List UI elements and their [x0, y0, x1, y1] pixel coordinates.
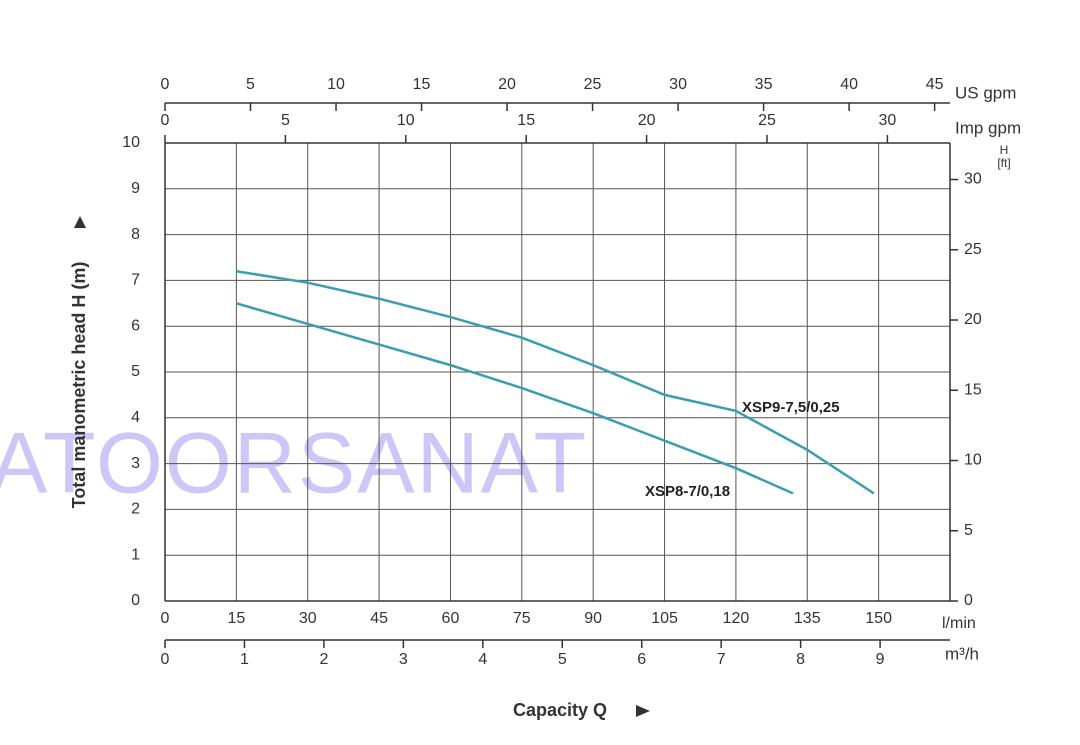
- y2-tick-label: 30: [964, 171, 982, 188]
- x-tick-label: 8: [796, 651, 805, 668]
- x-unit: m³/h: [945, 644, 979, 663]
- y-tick-label: 2: [131, 501, 140, 518]
- x-unit: l/min: [942, 615, 976, 632]
- curve: [236, 302, 794, 495]
- y-tick-label: 0: [131, 592, 140, 609]
- x-tick-label: 5: [558, 651, 567, 668]
- x-tick-label: 2: [319, 651, 328, 668]
- x-tick-label: 0: [161, 610, 170, 627]
- x-tick-label: 120: [723, 610, 750, 627]
- y2-tick-label: 20: [964, 311, 982, 328]
- y2-tick-label: 10: [964, 452, 982, 469]
- y2-tick-label: 15: [964, 381, 982, 398]
- y-tick-label: 8: [131, 226, 140, 243]
- x-tick-label: 15: [227, 610, 245, 627]
- y-tick-label: 1: [131, 546, 140, 563]
- x-tick-label: 15: [413, 76, 431, 93]
- x-tick-label: 10: [327, 76, 345, 93]
- x-tick-label: 1: [240, 651, 249, 668]
- plot: 0 15 30 45 60 75 90 105 120 135 150012345678910l/m…: [122, 76, 1021, 668]
- x-tick-label: 3: [399, 651, 408, 668]
- x-tick-label: 40: [840, 76, 858, 93]
- x-tick-label: 30: [299, 610, 317, 627]
- y-tick-label: 7: [131, 272, 140, 289]
- x-tick-label: 0: [161, 112, 170, 129]
- x-tick-label: 30: [878, 112, 896, 129]
- x-tick-label: 7: [717, 651, 726, 668]
- x-tick-label: 20: [638, 112, 656, 129]
- y-tick-label: 6: [131, 317, 140, 334]
- y2-unit: H: [1000, 143, 1009, 157]
- x-tick-label: 105: [651, 610, 678, 627]
- y-tick-label: 4: [131, 409, 140, 426]
- x-tick-label: 4: [478, 651, 487, 668]
- x-tick-label: 5: [281, 112, 290, 129]
- y2-tick-label: 0: [964, 592, 973, 609]
- x-tick-label: 25: [584, 76, 602, 93]
- x-tick-label: 45: [926, 76, 944, 93]
- curve: [236, 270, 875, 495]
- y-tick-label: 9: [131, 180, 140, 197]
- arrow: [74, 216, 86, 228]
- y-tick-label: 3: [131, 455, 140, 472]
- y2-tick-label: 5: [964, 522, 973, 539]
- x-tick-label: 20: [498, 76, 516, 93]
- x-axis-title: Capacity Q: [513, 700, 607, 720]
- x-tick-label: 0: [161, 651, 170, 668]
- arrow: [636, 705, 650, 717]
- x-unit: US gpm: [955, 83, 1016, 102]
- x-tick-label: 60: [442, 610, 460, 627]
- x-tick-label: 5: [246, 76, 255, 93]
- x-tick-label: 0: [161, 76, 170, 93]
- x-tick-label: 35: [755, 76, 773, 93]
- x-tick-label: 15: [517, 112, 535, 129]
- x-tick-label: 25: [758, 112, 776, 129]
- y-tick-label: 10: [122, 134, 140, 151]
- y2-tick-label: 25: [964, 241, 982, 258]
- y-axis-title: Total manometric head H (m): [69, 262, 89, 509]
- x-tick-label: 135: [794, 610, 821, 627]
- x-tick-label: 75: [513, 610, 531, 627]
- x-tick-label: 150: [865, 610, 892, 627]
- x-tick-label: 90: [584, 610, 602, 627]
- x-unit: Imp gpm: [955, 118, 1021, 137]
- y-tick-label: 5: [131, 363, 140, 380]
- series-label: XSP8-7/0,18: [645, 483, 730, 500]
- x-tick-label: 9: [876, 651, 885, 668]
- x-tick-label: 45: [370, 610, 388, 627]
- y2-unit: [ft]: [997, 156, 1010, 170]
- x-tick-label: 6: [637, 651, 646, 668]
- x-tick-label: 30: [669, 76, 687, 93]
- x-tick-label: 10: [397, 112, 415, 129]
- series-label: XSP9-7,5/0,25: [742, 399, 840, 416]
